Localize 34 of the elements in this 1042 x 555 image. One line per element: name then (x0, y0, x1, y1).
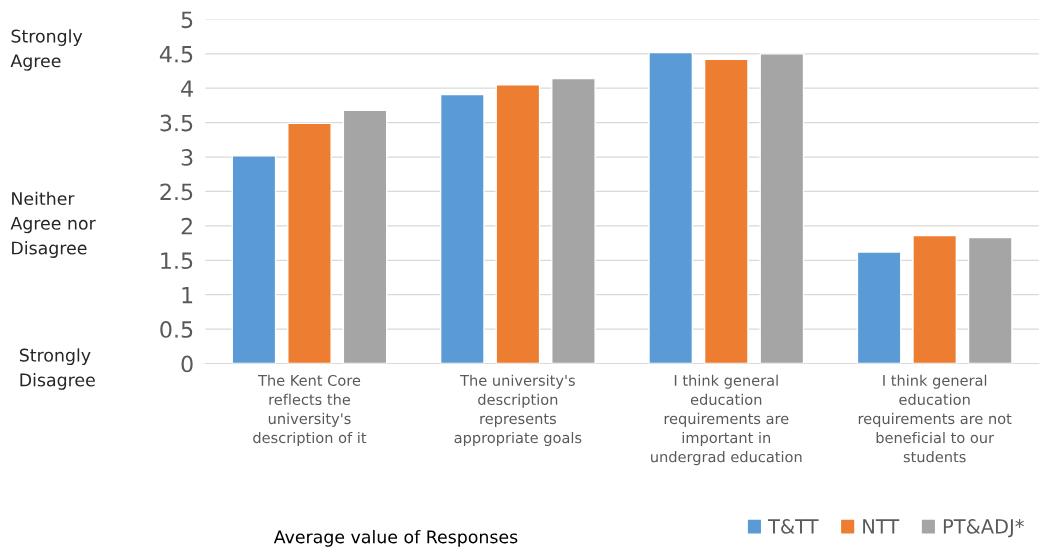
bar (967, 236, 1013, 364)
y-tick-label: 4.5 (159, 46, 193, 63)
x-tick-label: I think general education requirements are not beneficial to our students (858, 374, 1012, 463)
bar (287, 122, 332, 364)
bar (551, 77, 596, 364)
bar (648, 51, 694, 364)
y-tick-label: 1.5 (161, 252, 193, 270)
y-tick-label: 0.5 (160, 321, 193, 338)
legend-label: NTT (863, 519, 900, 534)
bar (912, 234, 958, 364)
bar (439, 93, 485, 364)
y-tick-label: 3.5 (160, 114, 193, 132)
text: Neither Agree nor Disagree (10, 191, 96, 258)
text: Strongly Disagree (19, 348, 95, 390)
bar (231, 154, 277, 364)
y-tick-label: 2.5 (160, 183, 193, 201)
y-tick-label: 2 (181, 217, 192, 235)
y-tick-label: 0 (181, 355, 193, 373)
y-tick-label: 3 (181, 149, 193, 166)
text: Strongly Agree (10, 29, 83, 71)
y-tick-label: 4 (181, 80, 193, 97)
x-tick-label: The university's description represents appropriate goals (454, 374, 582, 447)
y-tick-label: 5 (181, 11, 193, 29)
x-tick-label: I think general education requirements are important in undergrad education (651, 374, 802, 466)
bar (856, 251, 902, 364)
bar (495, 84, 541, 364)
legend-label: PT&ADJ* (943, 519, 1024, 538)
legend-label: T&TT (767, 519, 819, 534)
bar (759, 53, 805, 364)
bar (342, 109, 388, 364)
bar (703, 58, 749, 364)
y-tick-label: 1 (182, 286, 193, 304)
x-tick-label: The Kent Core reflects the university's description of it (253, 374, 367, 447)
x-axis-title: Average value of Responses (273, 529, 518, 547)
